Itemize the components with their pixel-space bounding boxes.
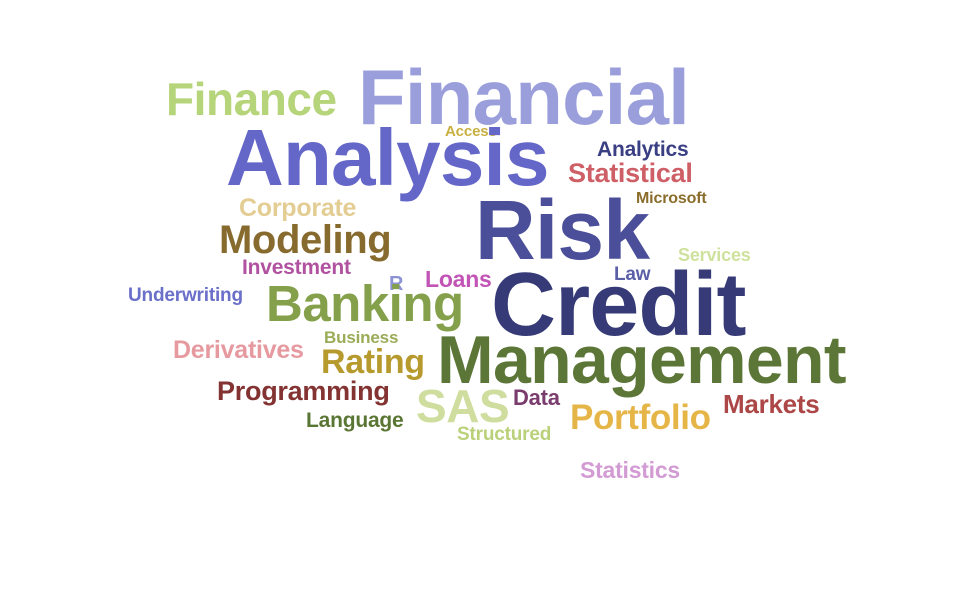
word-loans: Loans bbox=[425, 266, 492, 292]
word-management: Management bbox=[437, 322, 847, 398]
word-portfolio: Portfolio bbox=[570, 398, 711, 437]
word-investment: Investment bbox=[242, 256, 351, 279]
word-finance: Finance bbox=[166, 73, 337, 125]
word-rating: Rating bbox=[321, 343, 425, 381]
word-statistics: Statistics bbox=[580, 457, 680, 483]
word-financial: Financial bbox=[358, 53, 690, 141]
word-law: Law bbox=[614, 264, 651, 285]
word-credit: Credit bbox=[491, 255, 747, 355]
word-language: Language bbox=[306, 409, 404, 432]
word-derivatives: Derivatives bbox=[173, 336, 304, 364]
word-business: Business bbox=[324, 328, 399, 347]
word-banking: Banking bbox=[266, 275, 464, 332]
word-modeling: Modeling bbox=[219, 218, 392, 262]
word-programming: Programming bbox=[217, 376, 390, 406]
word-risk: Risk bbox=[475, 183, 650, 277]
word-data: Data bbox=[513, 385, 560, 410]
word-analytics: Analytics bbox=[597, 138, 689, 161]
word-corporate: Corporate bbox=[239, 194, 357, 222]
word-access: Access bbox=[445, 123, 497, 140]
word-analysis: Analysis bbox=[226, 113, 549, 202]
word-sas: SAS bbox=[416, 380, 510, 432]
word-underwriting: Underwriting bbox=[128, 285, 243, 306]
word-r: R bbox=[389, 273, 404, 295]
word-microsoft: Microsoft bbox=[636, 190, 707, 207]
word-structured: Structured bbox=[457, 424, 552, 445]
word-services: Services bbox=[678, 245, 751, 265]
word-markets: Markets bbox=[723, 389, 820, 419]
word-statistical: Statistical bbox=[568, 158, 693, 188]
